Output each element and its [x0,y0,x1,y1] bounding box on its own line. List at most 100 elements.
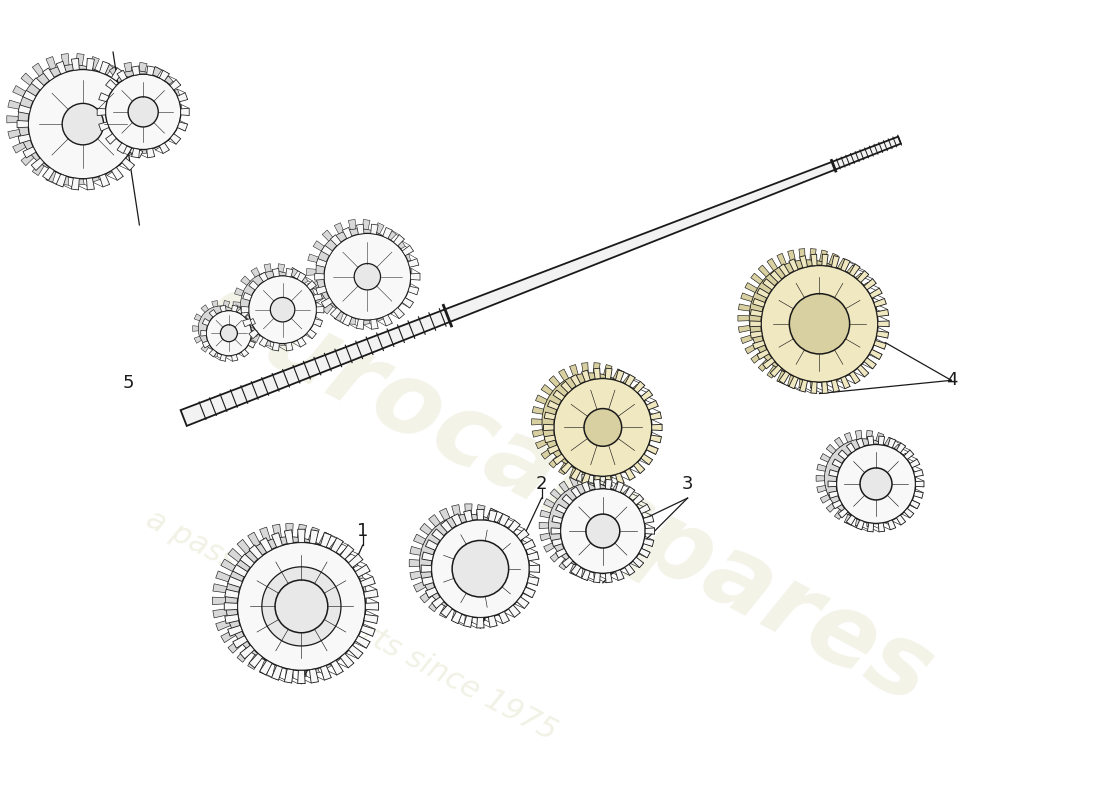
Polygon shape [527,552,539,561]
Polygon shape [865,304,877,311]
Polygon shape [621,457,632,468]
Polygon shape [414,582,426,592]
Polygon shape [562,557,573,568]
Polygon shape [862,335,874,343]
Polygon shape [621,376,632,387]
Polygon shape [505,591,517,603]
Polygon shape [914,491,923,498]
Polygon shape [571,374,581,386]
Polygon shape [559,559,569,570]
Polygon shape [343,559,359,571]
Polygon shape [832,255,839,268]
Polygon shape [314,293,324,303]
Polygon shape [223,301,230,307]
Polygon shape [770,270,782,282]
Polygon shape [111,167,123,180]
Polygon shape [91,118,101,127]
Polygon shape [272,342,279,351]
Polygon shape [331,660,343,675]
Polygon shape [867,430,872,439]
Polygon shape [878,321,889,326]
Polygon shape [638,406,649,414]
Polygon shape [627,498,638,508]
Polygon shape [180,137,901,426]
Polygon shape [169,89,180,98]
Polygon shape [421,552,433,561]
Polygon shape [604,564,612,575]
Polygon shape [594,573,601,582]
Polygon shape [249,654,263,668]
Polygon shape [616,473,624,485]
Polygon shape [570,564,579,575]
Polygon shape [639,504,650,514]
Polygon shape [216,620,230,630]
Polygon shape [770,365,782,377]
Polygon shape [876,514,883,524]
Polygon shape [835,438,844,447]
Polygon shape [352,609,366,618]
Polygon shape [559,481,569,492]
Polygon shape [62,173,69,185]
Polygon shape [232,305,238,312]
Polygon shape [858,282,870,293]
Polygon shape [349,219,355,230]
Polygon shape [260,338,268,347]
Polygon shape [408,286,419,294]
Polygon shape [139,62,147,72]
Polygon shape [409,559,419,567]
Polygon shape [867,523,873,532]
Polygon shape [838,508,848,518]
Polygon shape [128,116,139,123]
Polygon shape [321,298,332,308]
Polygon shape [852,273,865,284]
Polygon shape [349,571,363,582]
Polygon shape [365,602,378,610]
Polygon shape [867,436,873,445]
Polygon shape [220,354,227,362]
Polygon shape [833,500,843,509]
Polygon shape [243,293,252,301]
Polygon shape [846,443,856,453]
Polygon shape [634,462,645,474]
Polygon shape [902,486,911,493]
Polygon shape [531,418,542,425]
Polygon shape [914,470,923,477]
Polygon shape [46,57,56,70]
Polygon shape [170,79,180,90]
Polygon shape [101,162,113,175]
Polygon shape [8,100,21,109]
Polygon shape [615,570,624,581]
Polygon shape [556,504,566,514]
Polygon shape [800,380,807,392]
Polygon shape [800,255,807,268]
Polygon shape [613,559,623,570]
Polygon shape [857,270,869,282]
Polygon shape [512,582,524,592]
Polygon shape [752,298,766,307]
Polygon shape [840,376,850,389]
Polygon shape [76,54,84,66]
Polygon shape [421,565,431,572]
Polygon shape [122,78,134,90]
Polygon shape [639,549,650,558]
Polygon shape [631,510,641,518]
Polygon shape [394,234,405,246]
Polygon shape [559,369,569,381]
Polygon shape [135,105,147,114]
Polygon shape [571,469,581,480]
Polygon shape [91,89,101,98]
Polygon shape [321,246,332,256]
Polygon shape [355,636,370,648]
Polygon shape [849,264,860,276]
Circle shape [275,580,328,633]
Polygon shape [414,534,426,545]
Polygon shape [463,510,473,522]
Polygon shape [543,424,554,430]
Polygon shape [640,418,650,425]
Polygon shape [845,514,853,524]
Polygon shape [432,597,444,609]
Polygon shape [349,314,355,325]
Polygon shape [331,538,343,553]
Polygon shape [828,470,838,477]
Polygon shape [826,502,836,512]
